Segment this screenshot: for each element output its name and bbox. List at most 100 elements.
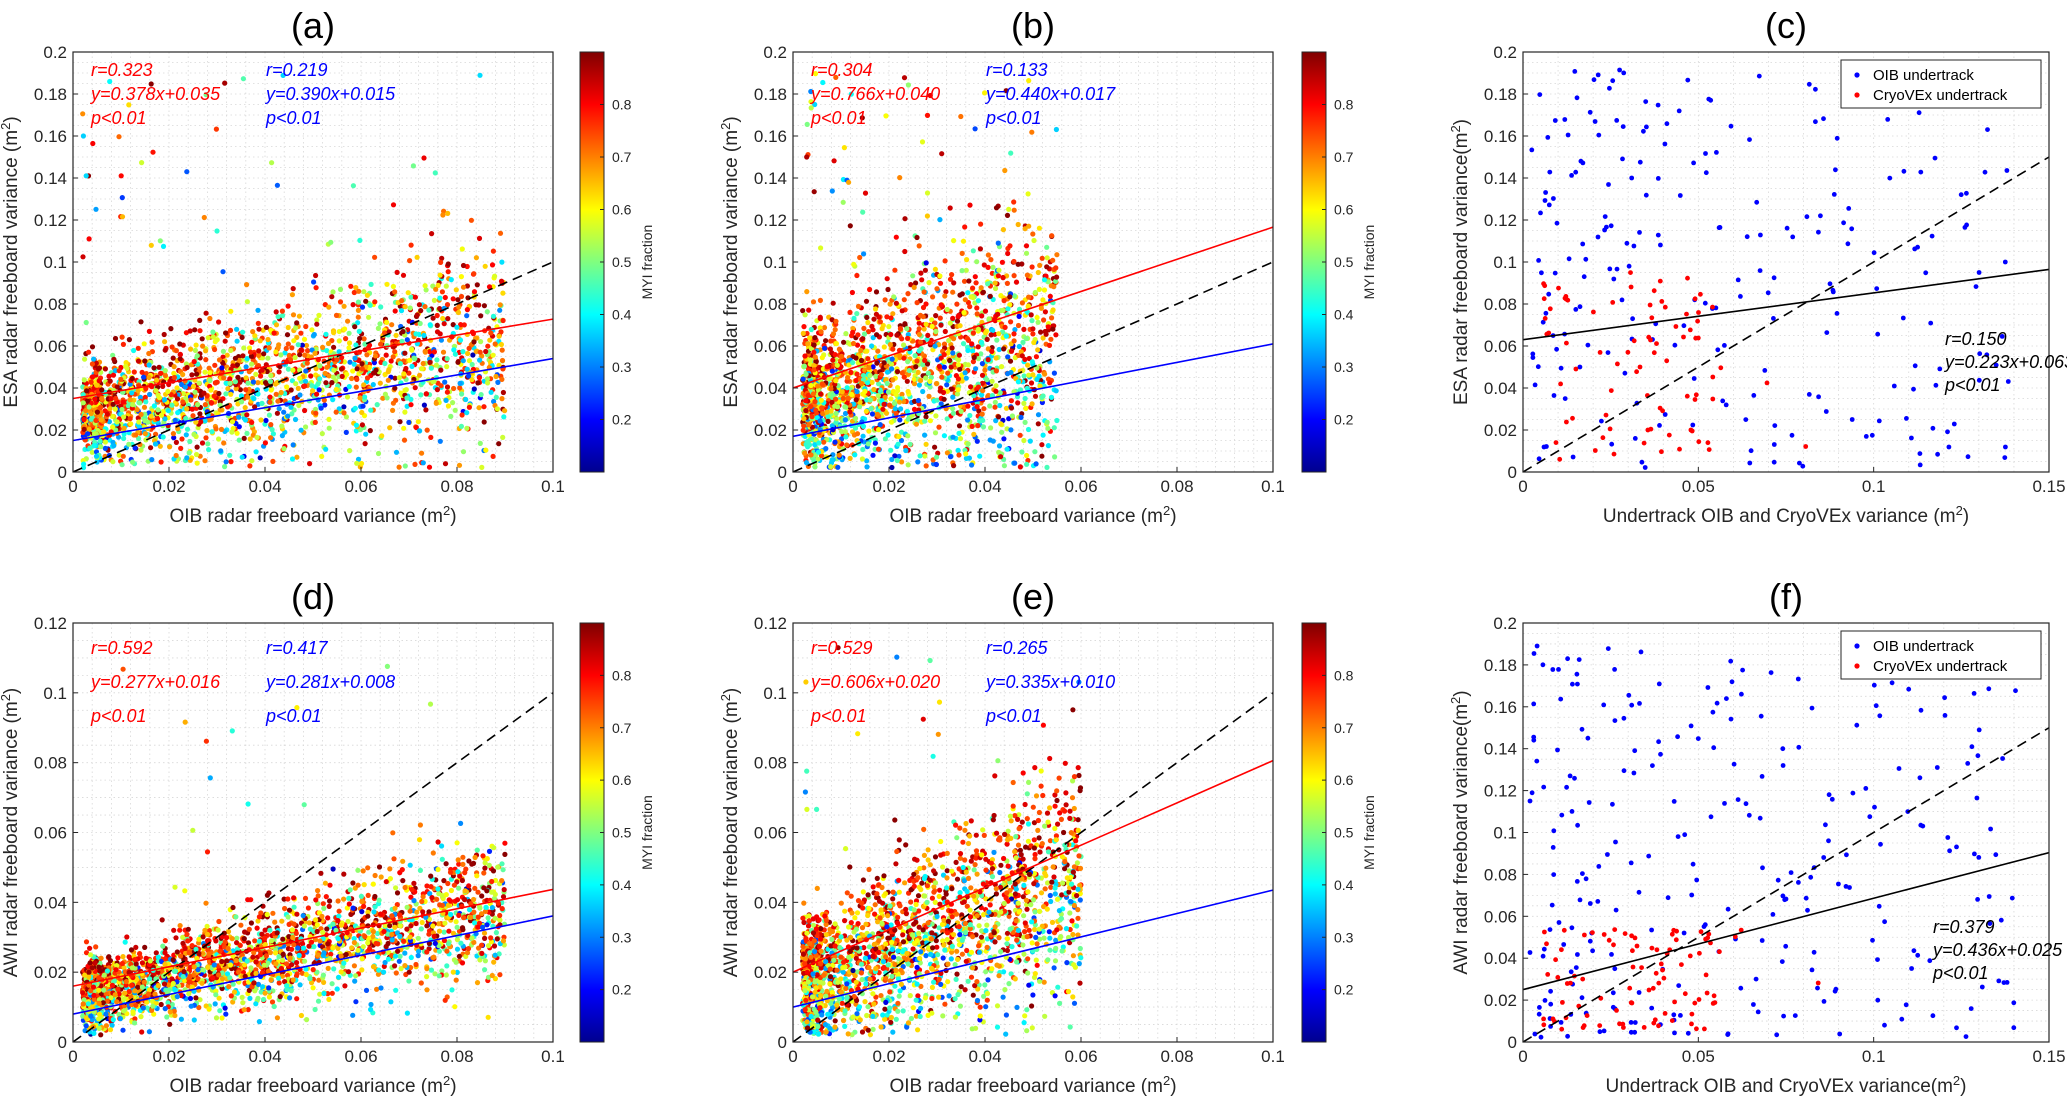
scatter-point — [950, 434, 956, 440]
colorbar-label: MYI fraction — [639, 225, 655, 300]
scatter-point — [203, 348, 209, 354]
scatter-point — [1032, 289, 1038, 296]
y-tick-label: 0.08 — [754, 295, 787, 314]
oib-point — [1984, 352, 1990, 358]
scatter-point — [333, 386, 339, 393]
scatter-point — [870, 364, 876, 370]
scatter-point — [342, 326, 348, 332]
y-axis-label: ESA radar freeboard variance (m2) — [0, 116, 22, 407]
scatter-point — [177, 927, 183, 933]
scatter-point — [256, 326, 262, 332]
scatter-point — [251, 396, 257, 402]
scatter-point — [922, 357, 928, 363]
oib-point — [1754, 199, 1760, 205]
oib-point — [1999, 334, 2005, 339]
scatter-point — [1000, 307, 1006, 313]
scatter-point — [996, 443, 1003, 449]
scatter-point — [322, 370, 328, 376]
scatter-point — [932, 343, 938, 349]
scatter-point — [965, 417, 971, 423]
scatter-point — [1012, 460, 1018, 466]
scatter-point — [398, 308, 405, 314]
scatter-point — [807, 335, 813, 341]
scatter-point — [923, 441, 929, 447]
scatter-point — [941, 364, 948, 370]
scatter-point — [1037, 262, 1043, 268]
scatter-point — [93, 453, 100, 459]
scatter-point — [364, 352, 370, 358]
scatter-point — [289, 345, 295, 351]
scatter-point — [944, 416, 950, 422]
scatter-point — [1012, 327, 1018, 333]
oib-point — [1536, 456, 1542, 462]
scatter-point — [162, 416, 168, 422]
fit-line — [1523, 268, 2049, 341]
oib-point — [1982, 169, 1988, 175]
scatter-point — [344, 394, 351, 400]
scatter-point — [850, 360, 856, 366]
scatter-point — [1005, 306, 1011, 312]
scatter-point — [160, 383, 166, 389]
scatter-point — [422, 349, 428, 355]
x-tick-label: 0.02 — [152, 477, 185, 496]
scatter-point — [262, 440, 268, 446]
scatter-point — [950, 289, 956, 295]
scatter-point — [232, 355, 238, 361]
scatter-point — [996, 346, 1002, 353]
scatter-point — [956, 430, 962, 436]
scatter-point — [817, 297, 824, 303]
scatter-point — [811, 349, 817, 355]
scatter-point — [172, 417, 178, 423]
scatter-point — [302, 407, 308, 414]
scatter-point — [499, 259, 505, 265]
scatter-point — [1045, 425, 1051, 431]
scatter-point — [106, 419, 112, 425]
y-tick-label: 0.12 — [34, 211, 67, 230]
scatter-point — [460, 349, 466, 355]
scatter-point — [347, 448, 353, 454]
scatter-point — [886, 402, 893, 408]
scatter-point — [102, 439, 108, 445]
scatter-point — [402, 409, 408, 415]
scatter-point — [874, 332, 880, 338]
scatter-point — [257, 455, 263, 461]
scatter-point — [442, 294, 448, 301]
scatter-point — [213, 426, 219, 432]
scatter-point — [378, 359, 384, 365]
scatter-point — [855, 303, 862, 309]
cryovex-point — [1684, 393, 1690, 399]
scatter-point — [356, 288, 362, 294]
scatter-point — [92, 396, 98, 402]
scatter-point — [169, 402, 175, 408]
oib-point — [1830, 289, 1836, 295]
scatter-point — [281, 409, 287, 415]
oib-point — [1632, 436, 1638, 441]
scatter-point — [829, 457, 835, 463]
scatter-point — [408, 402, 414, 408]
oib-point — [1546, 202, 1552, 208]
y-axis-label: ESA radar freeboard variance(m2) — [1448, 119, 1473, 405]
scatter-point — [232, 379, 238, 385]
oib-point — [1587, 109, 1593, 115]
scatter-point — [333, 409, 339, 415]
oib-point — [1562, 396, 1568, 401]
scatter-point — [1025, 426, 1032, 433]
oib-point — [1735, 277, 1741, 283]
oib-point — [1672, 342, 1678, 348]
scatter-point — [1051, 425, 1057, 431]
oib-point — [1747, 460, 1753, 466]
scatter-point — [1041, 317, 1047, 323]
scatter-point — [125, 403, 131, 409]
scatter-point — [390, 202, 397, 208]
oib-point — [1985, 127, 1990, 132]
x-tick-label: 0.08 — [1160, 477, 1193, 496]
scatter-point — [818, 397, 824, 403]
oib-point — [1876, 418, 1882, 424]
scatter-point — [963, 451, 969, 457]
scatter-point — [1049, 315, 1055, 321]
scatter-point — [258, 417, 264, 423]
scatter-point — [242, 417, 249, 423]
cryovex-point — [1698, 291, 1703, 297]
scatter-point — [1054, 274, 1060, 280]
